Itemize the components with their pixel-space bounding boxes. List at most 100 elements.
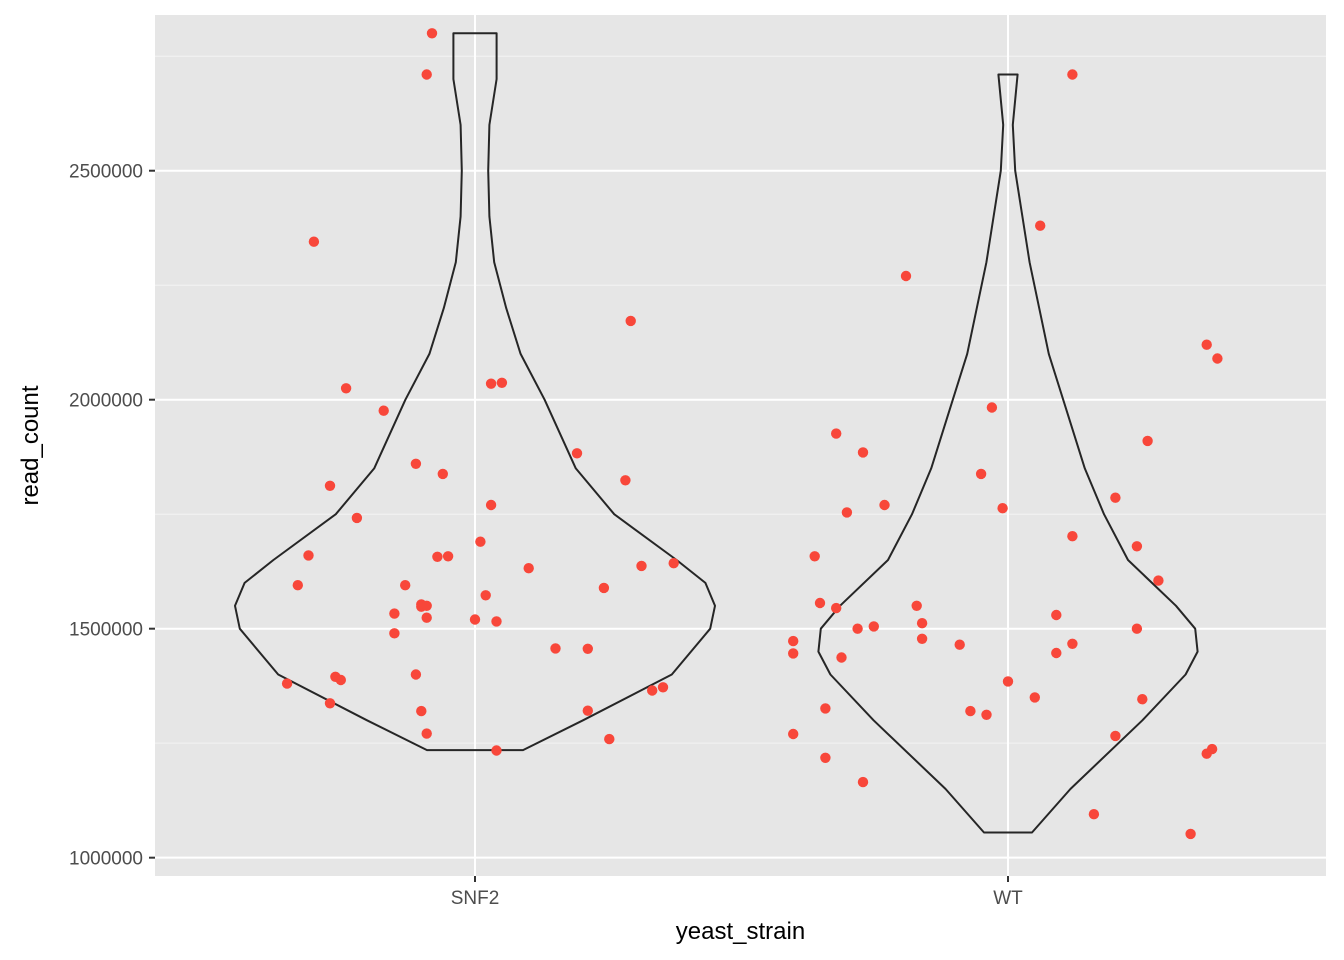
data-point-snf2 — [550, 643, 561, 654]
data-point-snf2 — [303, 550, 314, 561]
data-point-snf2 — [421, 612, 432, 623]
y-tick-label: 2500000 — [69, 162, 143, 183]
data-point-wt — [868, 621, 879, 632]
y-tick-label: 1000000 — [69, 849, 143, 870]
data-point-snf2 — [410, 458, 422, 469]
y-axis-title: read_count — [17, 385, 44, 505]
data-point-snf2 — [636, 560, 647, 572]
data-point-wt — [1067, 69, 1078, 80]
data-point-snf2 — [491, 745, 502, 756]
data-point-snf2 — [400, 580, 411, 591]
minor-gridlines — [155, 55, 1326, 744]
data-point-wt — [1185, 828, 1196, 840]
data-point-wt — [857, 776, 869, 788]
data-point-snf2 — [442, 551, 454, 562]
data-point-wt — [814, 597, 826, 609]
data-point-snf2 — [620, 475, 631, 486]
data-point-snf2 — [523, 563, 534, 574]
data-point-snf2 — [496, 377, 508, 388]
data-point-snf2 — [410, 669, 422, 680]
x-axis-title: yeast_strain — [676, 918, 805, 945]
data-point-wt — [1002, 676, 1014, 687]
data-point-snf2 — [324, 698, 336, 709]
data-point-wt — [1153, 575, 1164, 586]
data-point-wt — [1142, 435, 1153, 447]
data-point-snf2 — [378, 405, 389, 416]
data-point-wt — [857, 447, 869, 458]
data-point-snf2 — [340, 383, 352, 394]
data-point-wt — [1131, 541, 1143, 552]
data-point-wt — [788, 728, 799, 740]
axes-layer: 1000000 1500000 2000000 2500000 SNF2 WT — [69, 162, 1023, 909]
data-point-snf2 — [421, 600, 432, 611]
data-point-wt — [831, 602, 842, 614]
data-point-wt — [1110, 492, 1121, 503]
data-point-snf2 — [324, 480, 336, 491]
data-point-wt — [911, 600, 922, 611]
data-point-snf2 — [437, 468, 448, 480]
data-point-snf2 — [485, 499, 497, 511]
data-point-wt — [1131, 623, 1143, 634]
data-point-snf2 — [281, 678, 293, 689]
jitter-points-layer — [281, 28, 1223, 840]
data-point-snf2 — [421, 69, 432, 80]
data-point-snf2 — [308, 236, 320, 247]
data-point-wt — [954, 639, 965, 650]
data-point-snf2 — [292, 580, 303, 591]
data-point-snf2 — [657, 682, 669, 693]
data-point-snf2 — [598, 582, 610, 594]
data-point-snf2 — [426, 28, 438, 39]
data-point-wt — [879, 499, 890, 511]
data-point-snf2 — [571, 448, 583, 459]
data-point-snf2 — [647, 685, 658, 696]
data-point-wt — [1051, 609, 1062, 621]
data-point-snf2 — [421, 728, 432, 739]
data-point-wt — [900, 270, 912, 282]
data-point-snf2 — [351, 512, 363, 524]
data-point-snf2 — [625, 315, 636, 327]
data-point-wt — [1201, 339, 1212, 350]
data-point-snf2 — [335, 674, 346, 686]
data-point-wt — [809, 551, 820, 562]
data-point-snf2 — [475, 536, 486, 547]
data-point-wt — [916, 618, 928, 629]
data-point-wt — [1212, 353, 1223, 364]
data-point-snf2 — [432, 551, 443, 562]
data-point-wt — [981, 709, 992, 720]
data-point-snf2 — [604, 733, 615, 745]
major-gridlines — [155, 15, 1326, 876]
data-point-wt — [997, 503, 1008, 514]
data-point-snf2 — [668, 558, 679, 569]
data-point-wt — [831, 428, 842, 439]
data-point-snf2 — [582, 643, 593, 654]
data-point-wt — [820, 703, 831, 714]
data-point-wt — [986, 402, 998, 413]
data-point-wt — [1035, 220, 1046, 231]
x-tick-label-wt: WT — [993, 888, 1023, 909]
y-tick-label: 2000000 — [69, 391, 143, 412]
data-point-wt — [836, 652, 847, 663]
data-point-snf2 — [389, 608, 400, 619]
data-point-wt — [1137, 694, 1148, 705]
data-point-wt — [1088, 809, 1100, 820]
data-point-snf2 — [582, 705, 593, 716]
violin-wt — [817, 73, 1199, 834]
data-point-snf2 — [389, 628, 400, 639]
data-point-wt — [852, 623, 863, 634]
data-point-wt — [1067, 531, 1078, 542]
data-point-wt — [1110, 730, 1121, 742]
data-point-snf2 — [416, 705, 427, 717]
data-point-wt — [788, 648, 799, 659]
data-point-wt — [788, 635, 799, 647]
data-point-wt — [1029, 692, 1041, 703]
data-point-snf2 — [491, 616, 502, 627]
data-point-wt — [965, 705, 976, 717]
data-point-wt — [916, 633, 928, 644]
data-point-wt — [820, 752, 831, 763]
data-point-snf2 — [480, 590, 491, 601]
data-point-wt — [975, 468, 987, 480]
data-point-wt — [1051, 647, 1062, 659]
data-point-wt — [841, 507, 853, 518]
y-tick-label: 1500000 — [69, 620, 143, 641]
